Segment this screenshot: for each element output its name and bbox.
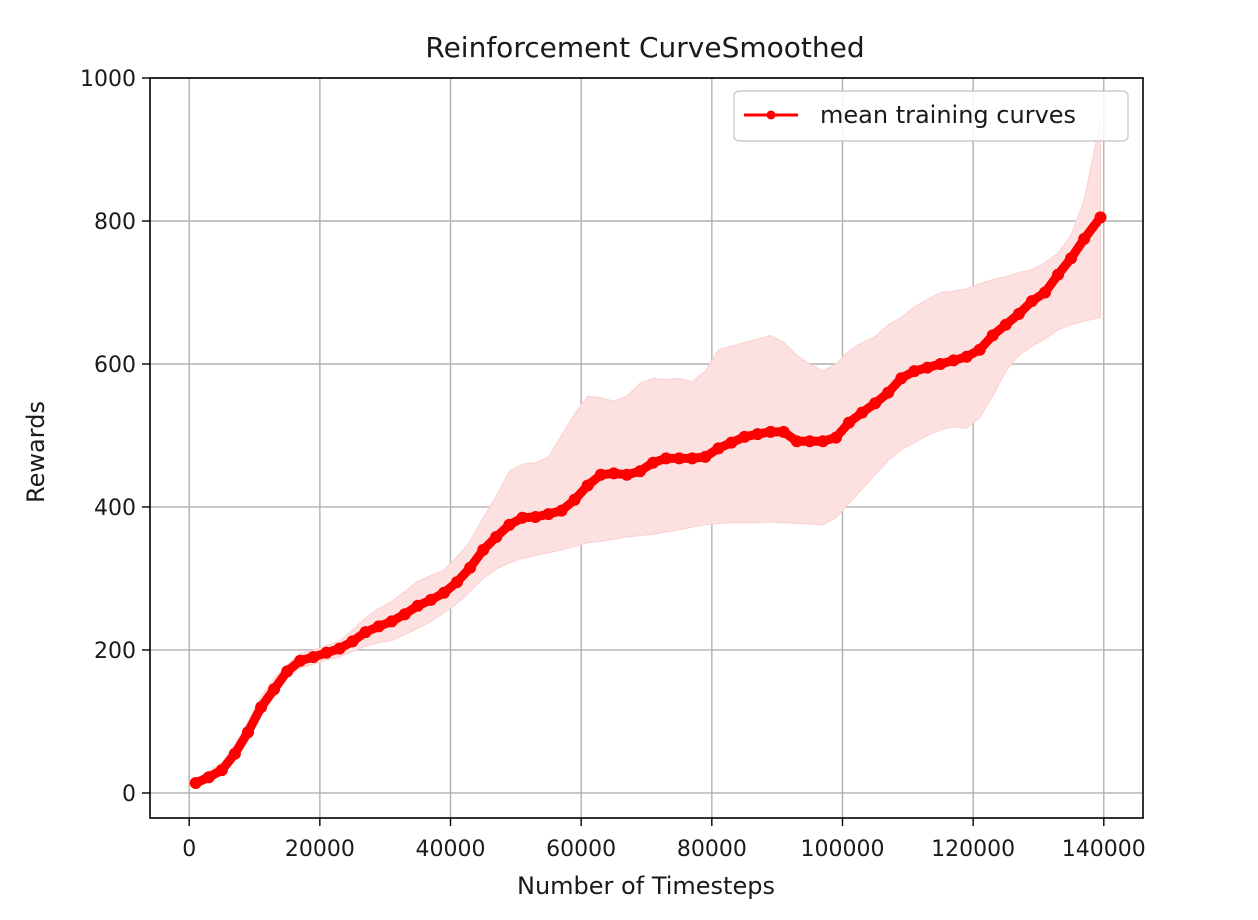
data-point xyxy=(398,608,411,621)
data-point xyxy=(1094,211,1107,224)
data-point xyxy=(947,354,960,367)
data-point xyxy=(490,531,503,543)
x-tick-label: 0 xyxy=(182,837,196,862)
data-point xyxy=(189,777,202,789)
data-point xyxy=(647,456,659,469)
x-tick-label: 40000 xyxy=(416,837,486,862)
data-point xyxy=(359,626,372,639)
x-tick-label: 100000 xyxy=(800,837,884,862)
data-point xyxy=(333,642,346,655)
data-point xyxy=(464,561,477,574)
data-point xyxy=(986,329,999,342)
x-tick-label: 140000 xyxy=(1062,837,1146,862)
data-point xyxy=(934,358,947,370)
x-tick-label: 80000 xyxy=(677,837,747,862)
data-point xyxy=(738,430,751,443)
data-point xyxy=(803,435,816,448)
data-point xyxy=(725,436,738,449)
data-point xyxy=(228,747,241,760)
data-point xyxy=(869,397,882,410)
data-point xyxy=(215,764,228,777)
data-point xyxy=(660,452,673,465)
x-tick-label: 20000 xyxy=(285,837,355,862)
data-point xyxy=(882,386,895,399)
data-point xyxy=(516,511,529,524)
data-point xyxy=(830,431,842,444)
data-point xyxy=(895,372,908,385)
data-point xyxy=(346,635,359,648)
plot-frame xyxy=(149,77,1144,819)
data-point xyxy=(438,586,450,599)
data-point xyxy=(202,771,215,784)
tick-layer: 0 20000 40000 60000 80000 100000 120000 140000 0… xyxy=(80,67,1146,862)
legend-box xyxy=(733,90,1129,142)
data-point xyxy=(1078,232,1091,245)
data-point xyxy=(503,518,516,531)
data-point xyxy=(1039,286,1051,299)
data-point xyxy=(620,468,633,481)
chart-title: Reinforcement CurveSmoothed xyxy=(425,31,864,64)
data-point xyxy=(411,599,424,612)
data-point xyxy=(568,493,581,506)
data-point xyxy=(555,504,568,517)
data-point xyxy=(581,479,594,492)
data-point xyxy=(385,615,398,628)
data-point xyxy=(973,343,986,356)
data-point xyxy=(1065,252,1078,265)
data-point xyxy=(594,468,607,481)
data-point xyxy=(307,651,320,664)
y-tick-label: 1000 xyxy=(80,67,136,92)
data-point xyxy=(699,450,712,463)
data-point xyxy=(999,318,1012,331)
data-point xyxy=(686,452,699,465)
y-tick-label: 600 xyxy=(94,353,136,378)
data-point xyxy=(242,726,254,739)
legend: mean training curves xyxy=(733,90,1129,142)
data-point xyxy=(477,543,490,556)
confidence-band xyxy=(195,120,1101,789)
data-point xyxy=(751,428,764,441)
confidence-band-layer xyxy=(195,120,1101,789)
x-axis-title: Number of Timesteps xyxy=(517,872,775,900)
data-point xyxy=(921,361,934,374)
data-point xyxy=(1025,295,1038,308)
data-point xyxy=(673,452,686,465)
data-point xyxy=(960,350,973,363)
data-point xyxy=(372,620,385,633)
data-point xyxy=(634,465,646,478)
legend-marker-swatch xyxy=(766,110,776,120)
data-point xyxy=(856,406,869,419)
series-line-mean-training-curves xyxy=(191,212,1105,788)
y-axis-title: Rewards xyxy=(22,401,50,503)
series-line-layer xyxy=(189,211,1107,789)
y-tick-label: 200 xyxy=(94,639,136,664)
data-point xyxy=(542,508,555,521)
data-point xyxy=(790,435,803,448)
data-point xyxy=(281,665,294,678)
data-point xyxy=(424,593,437,606)
data-point xyxy=(320,646,333,659)
data-point xyxy=(816,435,829,448)
data-point xyxy=(908,365,921,378)
data-point xyxy=(1012,307,1025,320)
data-point xyxy=(607,467,620,480)
data-point xyxy=(764,425,777,438)
y-tick-label: 800 xyxy=(94,210,136,235)
x-tick-label: 60000 xyxy=(546,837,616,862)
y-tick-label: 0 xyxy=(122,782,136,807)
data-point xyxy=(294,654,307,667)
data-point xyxy=(777,425,790,438)
data-point xyxy=(451,576,463,589)
x-tick-label: 120000 xyxy=(931,837,1015,862)
data-point xyxy=(529,511,542,523)
data-point xyxy=(712,442,725,455)
data-point xyxy=(255,701,268,714)
y-tick-label: 400 xyxy=(94,496,136,521)
data-point xyxy=(843,416,855,429)
data-point xyxy=(1052,268,1065,281)
data-point xyxy=(268,683,281,696)
legend-label: mean training curves xyxy=(820,101,1076,129)
